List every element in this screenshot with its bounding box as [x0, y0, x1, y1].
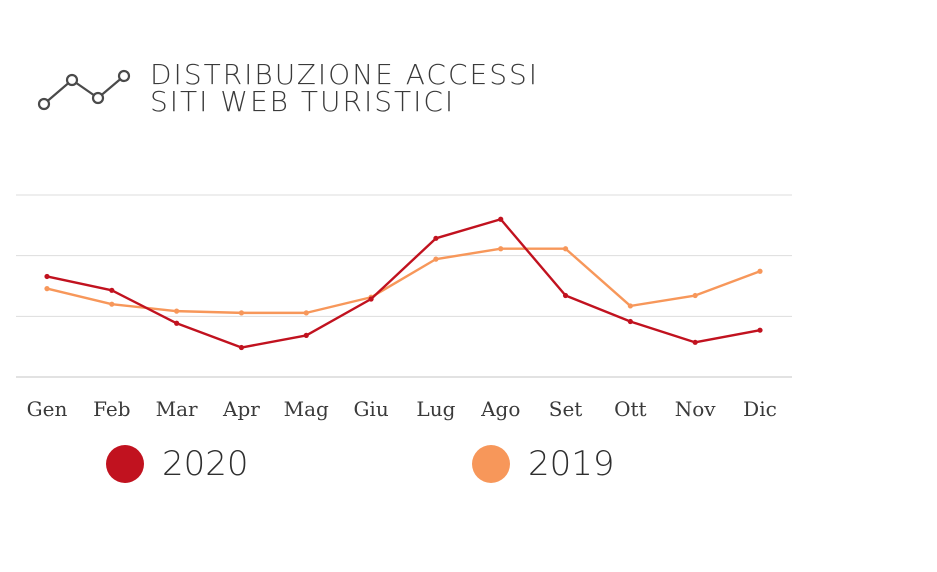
x-tick-label: Giu	[353, 397, 388, 421]
x-tick-label: Apr	[222, 397, 260, 421]
data-point-2019	[498, 246, 504, 252]
chart-legend: 2020 2019	[0, 444, 800, 494]
x-tick-label: Gen	[27, 397, 68, 421]
data-point-2019	[174, 308, 180, 314]
data-point-2020	[627, 318, 633, 325]
data-point-2020	[238, 344, 245, 351]
x-tick-label: Lug	[416, 397, 455, 421]
data-point-2019	[238, 310, 245, 316]
x-tick-label: Set	[549, 397, 583, 421]
data-point-2020	[44, 273, 50, 280]
data-point-2020	[498, 216, 504, 222]
x-tick-label: Feb	[93, 397, 130, 421]
data-point-2020	[433, 235, 439, 241]
series-line-2020	[46, 218, 761, 349]
data-point-2020	[368, 296, 374, 302]
data-point-2020	[562, 292, 569, 299]
legend-label-2020: 2020	[162, 444, 249, 484]
x-tick-label: Nov	[675, 397, 717, 421]
data-point-2020	[692, 339, 698, 345]
x-tick-label: Ott	[614, 397, 646, 421]
legend-swatch-2019	[472, 445, 510, 483]
legend-label-2019: 2019	[528, 444, 615, 484]
series-line-2019	[46, 247, 761, 315]
chart-header: DISTRIBUZIONE ACCESSI SITI WEB TURISTICI	[36, 60, 539, 116]
data-point-2019	[562, 246, 569, 252]
data-point-2019	[433, 256, 439, 262]
x-tick-label: Mar	[156, 397, 198, 421]
x-tick-label: Mag	[284, 397, 329, 421]
title-line-1: DISTRIBUZIONE ACCESSI	[150, 58, 540, 91]
legend-item-2019: 2019	[472, 444, 615, 484]
x-tick-label: Dic	[743, 397, 777, 421]
data-point-2020	[174, 320, 180, 326]
data-point-2020	[109, 287, 115, 293]
data-point-2020	[303, 332, 309, 338]
data-point-2020	[757, 327, 763, 333]
data-point-2019	[44, 286, 50, 292]
legend-item-2020: 2020	[106, 444, 249, 484]
data-point-2019	[303, 310, 309, 316]
line-chart-icon	[37, 69, 131, 111]
page-title: DISTRIBUZIONE ACCESSI SITI WEB TURISTICI	[150, 58, 540, 118]
data-point-2019	[109, 301, 115, 307]
legend-swatch-2020	[106, 445, 144, 483]
x-tick-label: Ago	[480, 397, 520, 421]
line-chart: Gen Feb Mar Apr Mag Giu Lug Ago Set Ott Nov Dic	[16, 194, 792, 421]
title-line-2: SITI WEB TURISTICI	[150, 85, 456, 118]
data-point-2019	[757, 268, 763, 274]
data-point-2019	[692, 292, 698, 299]
data-point-2019	[627, 303, 633, 309]
